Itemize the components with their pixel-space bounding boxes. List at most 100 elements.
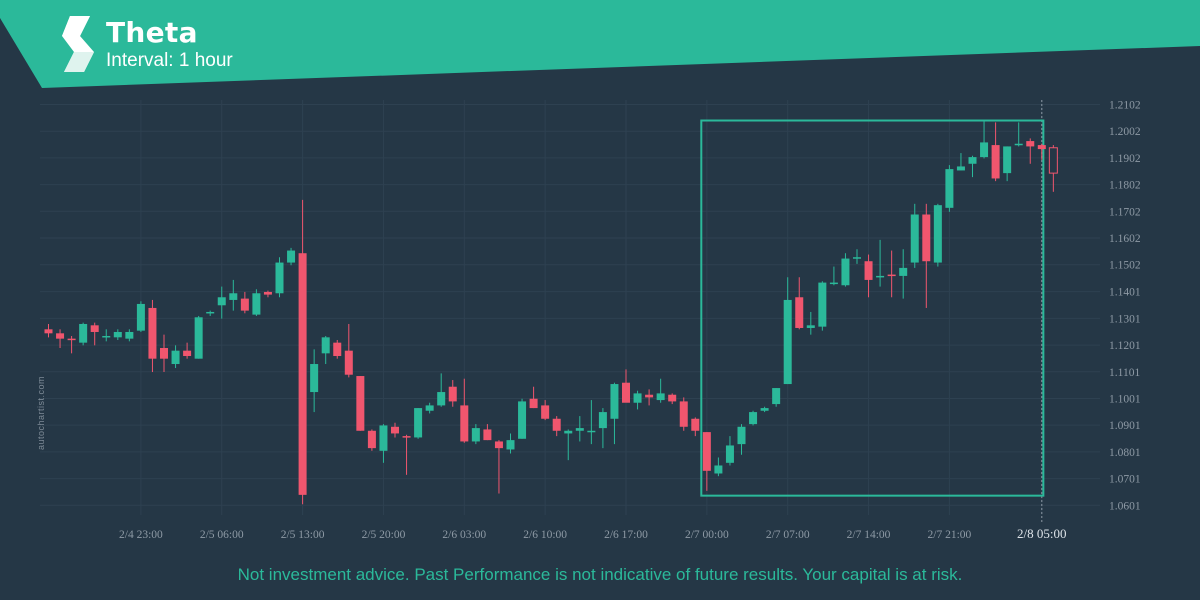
candle-body [737, 426, 746, 445]
candle-body [1003, 146, 1012, 174]
y-tick-label: 1.2002 [1109, 126, 1141, 138]
candle-body [67, 338, 76, 341]
candle [125, 329, 134, 342]
candle-body [575, 428, 584, 431]
candle [714, 457, 723, 477]
x-tick-label: 2/4 23:00 [119, 529, 163, 541]
candle-body [853, 257, 861, 259]
candle-body [113, 331, 122, 338]
candle [806, 311, 815, 335]
candle-body [333, 342, 342, 357]
y-tick-label: 1.1902 [1109, 153, 1141, 165]
candle [529, 386, 538, 409]
candle [148, 299, 157, 373]
candle-body [414, 408, 423, 438]
candle [691, 417, 700, 437]
candle [1037, 143, 1046, 160]
candle-body [298, 253, 307, 495]
candle [56, 329, 65, 349]
candle [853, 249, 861, 264]
candle [1048, 145, 1058, 192]
x-tick-label: 2/8 05:00 [1017, 526, 1066, 541]
candle [737, 424, 746, 455]
candle [564, 429, 573, 461]
candle [194, 315, 203, 359]
candle-body [818, 282, 827, 327]
candle [968, 155, 977, 178]
candle-body [980, 142, 989, 158]
candle [160, 334, 168, 373]
y-tick-label: 1.0601 [1109, 500, 1141, 512]
candle-body [483, 429, 492, 441]
candle-body [275, 262, 284, 294]
candle [575, 416, 584, 442]
y-tick-label: 1.1301 [1109, 313, 1141, 325]
candle [344, 323, 353, 378]
candle [437, 373, 446, 407]
candles [44, 121, 1058, 505]
candle [622, 369, 630, 403]
candle-body [344, 350, 353, 375]
candle-body [829, 282, 838, 285]
candle-body [102, 335, 111, 338]
candle [44, 323, 53, 338]
candle [598, 408, 607, 449]
candle [229, 279, 238, 311]
candle-body [1026, 141, 1035, 147]
candle [183, 342, 192, 359]
candle-body [968, 157, 977, 164]
candle [171, 345, 180, 369]
candle [876, 239, 885, 287]
candle-body [206, 311, 215, 314]
candle [506, 433, 515, 454]
candle [356, 376, 365, 431]
x-tick-label: 2/6 03:00 [442, 529, 486, 541]
candle-body [541, 405, 550, 419]
candle [402, 434, 411, 475]
candle-body [356, 376, 365, 431]
candle [136, 301, 145, 332]
candle-body [691, 418, 700, 431]
candle-body [679, 401, 688, 427]
x-tick-label: 2/6 17:00 [604, 529, 648, 541]
candle-body [668, 394, 677, 402]
x-tick-label: 2/7 07:00 [766, 529, 810, 541]
candle [79, 322, 88, 346]
chart-grid [40, 100, 1100, 522]
candle [298, 199, 307, 505]
candle [252, 289, 261, 316]
candle-body [772, 388, 781, 405]
x-tick-label: 2/6 10:00 [523, 529, 567, 541]
candle-body [876, 275, 885, 278]
y-tick-label: 1.1502 [1109, 260, 1141, 272]
candle-body [56, 333, 65, 339]
candle-body [933, 205, 942, 263]
y-tick-label: 1.1201 [1109, 340, 1141, 352]
candle-body [564, 430, 573, 434]
candle [102, 329, 111, 342]
x-tick-label: 2/7 21:00 [928, 529, 972, 541]
candle [783, 277, 792, 385]
candle-body [310, 364, 319, 393]
candle-body [229, 293, 238, 300]
candle [656, 378, 665, 403]
candle [391, 422, 399, 438]
candle [425, 402, 434, 414]
candle-body [217, 297, 226, 306]
candle-body [760, 408, 769, 411]
candle [668, 393, 677, 405]
pattern-box [700, 119, 1045, 497]
candle-body [1014, 143, 1023, 146]
candle-body [263, 291, 272, 295]
candle [749, 410, 758, 426]
candle [1003, 146, 1012, 182]
candle-body [656, 393, 665, 401]
candle [321, 335, 330, 365]
candle [483, 424, 492, 441]
candle [633, 390, 642, 410]
candle [494, 440, 503, 494]
candle-body [714, 465, 723, 474]
candle-body [795, 297, 804, 328]
candle-body [956, 166, 965, 171]
